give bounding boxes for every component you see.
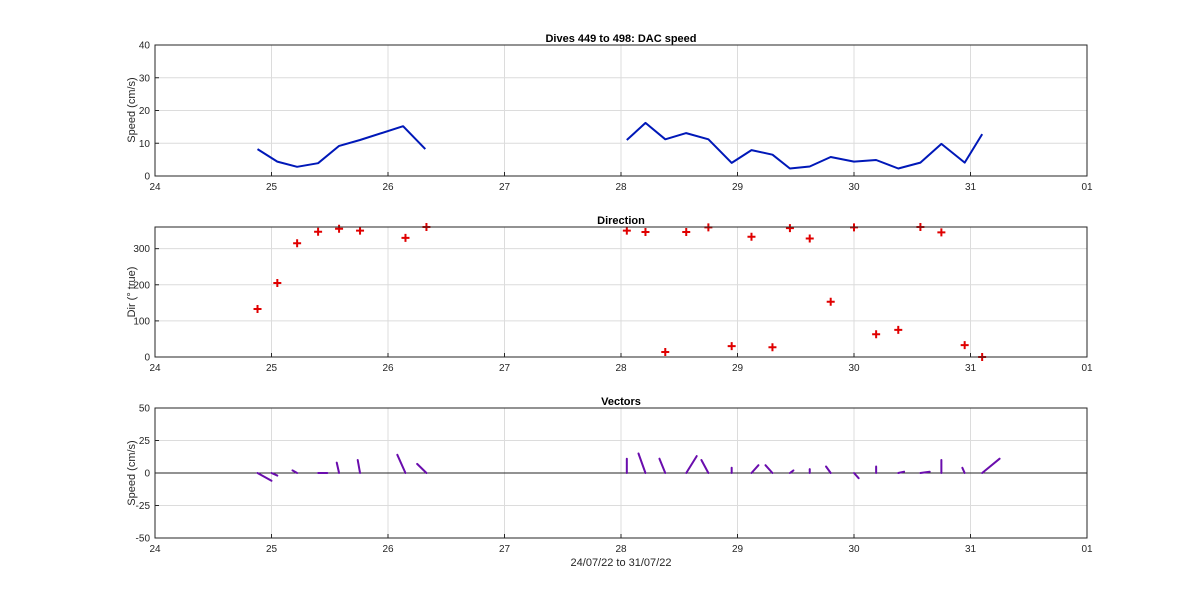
vector-stick: [825, 465, 832, 474]
speed-series-line: [256, 125, 427, 168]
vector-stick: [853, 472, 860, 480]
vectors-ytick-label: 25: [139, 436, 151, 447]
vector-stick: [685, 455, 698, 474]
vector-stick: [981, 457, 1001, 474]
speed-xtick-label: 24: [149, 182, 161, 193]
direction-ytick-label: 100: [133, 316, 150, 327]
vector-stick: [416, 462, 428, 474]
speed-ytick-label: 20: [139, 106, 151, 117]
speed-ylabel: Speed (cm/s): [126, 77, 138, 142]
vector-stick: [335, 461, 341, 474]
vector-stick: [356, 459, 362, 474]
speed-ytick-label: 10: [139, 139, 151, 150]
vectors-ytick-label: -25: [136, 501, 151, 512]
direction-ytick-label: 0: [144, 353, 150, 364]
vectors-xtick-label: 30: [848, 544, 860, 555]
direction-xtick-label: 31: [965, 363, 977, 374]
direction-xtick-label: 30: [848, 363, 860, 374]
direction-point: [293, 239, 302, 248]
speed-ytick-label: 0: [144, 172, 150, 183]
direction-point: [641, 228, 650, 237]
direction-xtick-label: 29: [732, 363, 744, 374]
vector-stick: [270, 472, 279, 477]
speed-xtick-label: 29: [732, 182, 744, 193]
vectors-xtick-label: 31: [965, 544, 977, 555]
vectors-xtick-label: 27: [499, 544, 511, 555]
vectors-xtick-label: 25: [266, 544, 278, 555]
speed-series-line: [626, 121, 984, 170]
vectors-xtick-label: 01: [1081, 544, 1093, 555]
speed-xtick-label: 27: [499, 182, 511, 193]
speed-xtick-label: 28: [615, 182, 627, 193]
speed-axes-border: [154, 44, 1088, 177]
vector-stick: [897, 470, 906, 474]
vectors-axes-border: [154, 407, 1088, 539]
direction-point: [356, 226, 365, 235]
vector-stick: [750, 464, 760, 474]
speed-xtick-label: 31: [965, 182, 977, 193]
direction-xtick-label: 27: [499, 363, 511, 374]
speed-panel: 24 25 26 27 28 29 30 31 01 0 10 20 30 40 Dives 449 t…: [126, 33, 1093, 193]
vector-stick: [256, 472, 273, 482]
direction-xtick-label: 25: [266, 363, 278, 374]
vectors-xlabel: 24/07/22 to 31/07/22: [571, 557, 672, 569]
speed-ytick-label: 30: [139, 73, 151, 84]
speed-xtick-label: 01: [1081, 182, 1093, 193]
direction-ytick-label: 200: [133, 280, 150, 291]
direction-xtick-label: 01: [1081, 363, 1093, 374]
speed-ytick-label: 40: [139, 41, 151, 52]
vectors-xtick-label: 26: [382, 544, 394, 555]
direction-point: [253, 304, 262, 313]
direction-point: [785, 224, 794, 233]
direction-point: [894, 325, 903, 334]
vector-stick: [637, 452, 647, 474]
direction-point: [960, 341, 969, 350]
direction-xtick-label: 24: [149, 363, 161, 374]
direction-ylabel: Dir (° true): [126, 267, 138, 318]
vector-stick: [961, 466, 966, 474]
vector-stick: [291, 469, 299, 474]
direction-point: [622, 226, 631, 235]
vectors-xtick-label: 24: [149, 544, 161, 555]
direction-point: [826, 297, 835, 306]
direction-point: [768, 343, 777, 352]
vector-stick: [788, 469, 795, 474]
direction-point: [937, 228, 946, 237]
direction-point: [335, 224, 344, 233]
direction-point: [314, 227, 323, 236]
direction-xtick-label: 28: [615, 363, 627, 374]
direction-ytick-label: 300: [133, 244, 150, 255]
speed-title: Dives 449 to 498: DAC speed: [545, 33, 696, 45]
direction-point: [727, 342, 736, 351]
vector-stick: [658, 457, 667, 474]
speed-xtick-label: 25: [266, 182, 278, 193]
direction-xtick-label: 26: [382, 363, 394, 374]
vectors-panel: 24 25 26 27 28 29 30 31 01 -50 -25 0 25 50 Vectors S…: [126, 396, 1093, 569]
vectors-ytick-label: 0: [144, 469, 150, 480]
direction-point: [872, 330, 881, 339]
vectors-ylabel: Speed (cm/s): [126, 440, 138, 505]
direction-point: [747, 232, 756, 241]
vector-stick: [764, 464, 774, 474]
vector-stick: [919, 470, 931, 474]
speed-xtick-label: 30: [848, 182, 860, 193]
direction-point: [805, 234, 814, 243]
vectors-ytick-label: -50: [136, 534, 151, 545]
vector-stick: [396, 453, 407, 474]
direction-axes-border: [154, 226, 1088, 358]
direction-point: [401, 233, 410, 242]
direction-point: [273, 278, 282, 287]
vectors-xtick-label: 29: [732, 544, 744, 555]
vectors-title: Vectors: [601, 396, 641, 408]
direction-title: Direction: [597, 215, 645, 227]
direction-point: [661, 347, 670, 356]
vectors-ytick-label: 50: [139, 404, 151, 415]
speed-xtick-label: 26: [382, 182, 394, 193]
vector-stick: [700, 459, 710, 474]
vectors-xtick-label: 28: [615, 544, 627, 555]
direction-point: [682, 228, 691, 237]
